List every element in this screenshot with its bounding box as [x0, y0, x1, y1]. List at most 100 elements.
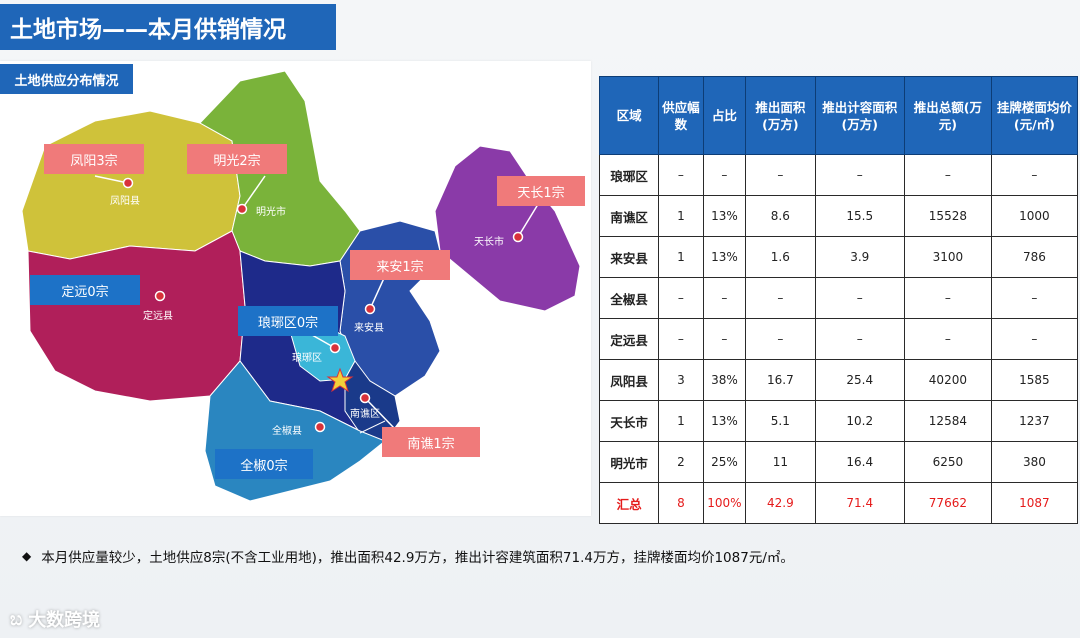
- label-quanjiao: 全椒0宗: [215, 449, 313, 479]
- cell-region: 凤阳县: [598, 359, 660, 401]
- cell: –: [904, 277, 992, 319]
- cell: 40200: [904, 359, 992, 401]
- cell: 1237: [990, 400, 1079, 442]
- cell: 1000: [990, 195, 1079, 237]
- header-share: 占比: [702, 76, 747, 155]
- cell: –: [904, 154, 992, 196]
- leader-line-fengyang: [94, 175, 129, 184]
- cell: –: [745, 154, 816, 196]
- brand-watermark: ಬ 大数跨境: [10, 606, 100, 632]
- cell: 1: [658, 195, 704, 237]
- cell: 13%: [702, 236, 747, 278]
- city-name-nanqiao: 南谯区: [350, 409, 380, 420]
- header-area: 推出面积(万方): [745, 76, 816, 155]
- table-row: 全椒县 – – – – – –: [598, 277, 1079, 319]
- cell: –: [814, 277, 906, 319]
- region-tianchang: [434, 145, 581, 312]
- cell: 38%: [702, 359, 747, 401]
- leader-line-laian: [369, 275, 386, 310]
- table-row: 天长市 1 13% 5.1 10.2 12584 1237: [598, 400, 1079, 442]
- city-name-fengyang: 凤阳县: [110, 196, 140, 207]
- table-row: 琅琊区 – – – – – –: [598, 154, 1079, 196]
- city-dot-fengyang: [122, 177, 134, 189]
- cell: –: [658, 277, 704, 319]
- cell: 12584: [904, 400, 992, 442]
- cell: 25.4: [814, 359, 906, 401]
- city-name-dingyuan: 定远县: [143, 311, 173, 322]
- label-fengyang: 凤阳3宗: [44, 144, 144, 174]
- summary-text: 本月供应量较少，土地供应8宗(不含工业用地)，推出面积42.9万方，推出计容建筑…: [41, 550, 794, 566]
- cell: 8.6: [745, 195, 816, 237]
- label-mingguang: 明光2宗: [187, 144, 287, 174]
- cell: –: [658, 154, 704, 196]
- cell-region: 定远县: [598, 318, 660, 360]
- city-dot-tianchang: [512, 231, 524, 243]
- cell: –: [745, 277, 816, 319]
- cell: –: [745, 318, 816, 360]
- cell: 786: [990, 236, 1079, 278]
- cell: 6250: [904, 441, 992, 483]
- label-tianchang: 天长1宗: [497, 176, 585, 206]
- city-name-quanjiao: 全椒县: [272, 426, 302, 437]
- label-nanqiao: 南谯1宗: [382, 427, 480, 457]
- page-title: 土地市场——本月供销情况: [0, 4, 336, 50]
- cell: 1585: [990, 359, 1079, 401]
- table-row: 南谯区 1 13% 8.6 15.5 15528 1000: [598, 195, 1079, 237]
- city-name-tianchang: 天长市: [474, 237, 504, 248]
- cell: 1: [658, 400, 704, 442]
- cell: 13%: [702, 400, 747, 442]
- city-dot-nanqiao: [359, 392, 371, 404]
- cell-total: 8: [658, 482, 704, 524]
- nanqiao-outline: [359, 420, 386, 434]
- table-row: 明光市 2 25% 11 16.4 6250 380: [598, 441, 1079, 483]
- cell-region: 全椒县: [598, 277, 660, 319]
- cell: –: [702, 277, 747, 319]
- cell: 13%: [702, 195, 747, 237]
- leader-line-tianchang: [517, 200, 541, 238]
- cell-region: 南谯区: [598, 195, 660, 237]
- cell: 1.6: [745, 236, 816, 278]
- cell: 25%: [702, 441, 747, 483]
- cell-total: 77662: [904, 482, 992, 524]
- cell-region: 明光市: [598, 441, 660, 483]
- cell: –: [904, 318, 992, 360]
- header-total-amount: 推出总额(万元): [904, 76, 992, 155]
- cell: 15528: [904, 195, 992, 237]
- cell: 3: [658, 359, 704, 401]
- label-langya: 琅琊区0宗: [238, 306, 338, 336]
- city-dot-laian: [364, 303, 376, 315]
- cell: –: [990, 277, 1079, 319]
- leader-line-mingguang: [241, 175, 266, 210]
- cell-total: 71.4: [814, 482, 906, 524]
- cell: –: [702, 318, 747, 360]
- leader-line-nanqiao: [364, 397, 396, 430]
- cell: 2: [658, 441, 704, 483]
- city-name-langya: 琅琊区: [292, 353, 322, 364]
- cell: –: [814, 318, 906, 360]
- header-plot-area: 推出计容面积(万方): [814, 76, 906, 155]
- cell-total: 100%: [702, 482, 747, 524]
- header-avg-price: 挂牌楼面均价(元/㎡): [990, 76, 1079, 155]
- cell: –: [814, 154, 906, 196]
- cell-region: 琅琊区: [598, 154, 660, 196]
- city-name-laian: 来安县: [354, 323, 384, 334]
- cell: 11: [745, 441, 816, 483]
- brand-text: 大数跨境: [28, 610, 101, 631]
- cell-total-label: 汇总: [598, 482, 660, 524]
- cell: –: [702, 154, 747, 196]
- table-row: 定远县 – – – – – –: [598, 318, 1079, 360]
- label-dingyuan: 定远0宗: [30, 275, 140, 305]
- supply-table: 区域 供应幅数 占比 推出面积(万方) 推出计容面积(万方) 推出总额(万元) …: [598, 76, 1079, 524]
- cell: 16.4: [814, 441, 906, 483]
- cell: 3.9: [814, 236, 906, 278]
- star-icon: [326, 367, 354, 393]
- city-dot-quanjiao: [314, 421, 326, 433]
- table-header-row: 区域 供应幅数 占比 推出面积(万方) 推出计容面积(万方) 推出总额(万元) …: [598, 76, 1079, 155]
- cell-region: 来安县: [598, 236, 660, 278]
- cell-total: 1087: [990, 482, 1079, 524]
- table-total-row: 汇总 8 100% 42.9 71.4 77662 1087: [598, 482, 1079, 524]
- cell: –: [990, 154, 1079, 196]
- table-row: 来安县 1 13% 1.6 3.9 3100 786: [598, 236, 1079, 278]
- brand-logo-icon: ಬ: [10, 608, 23, 630]
- label-laian: 来安1宗: [350, 250, 450, 280]
